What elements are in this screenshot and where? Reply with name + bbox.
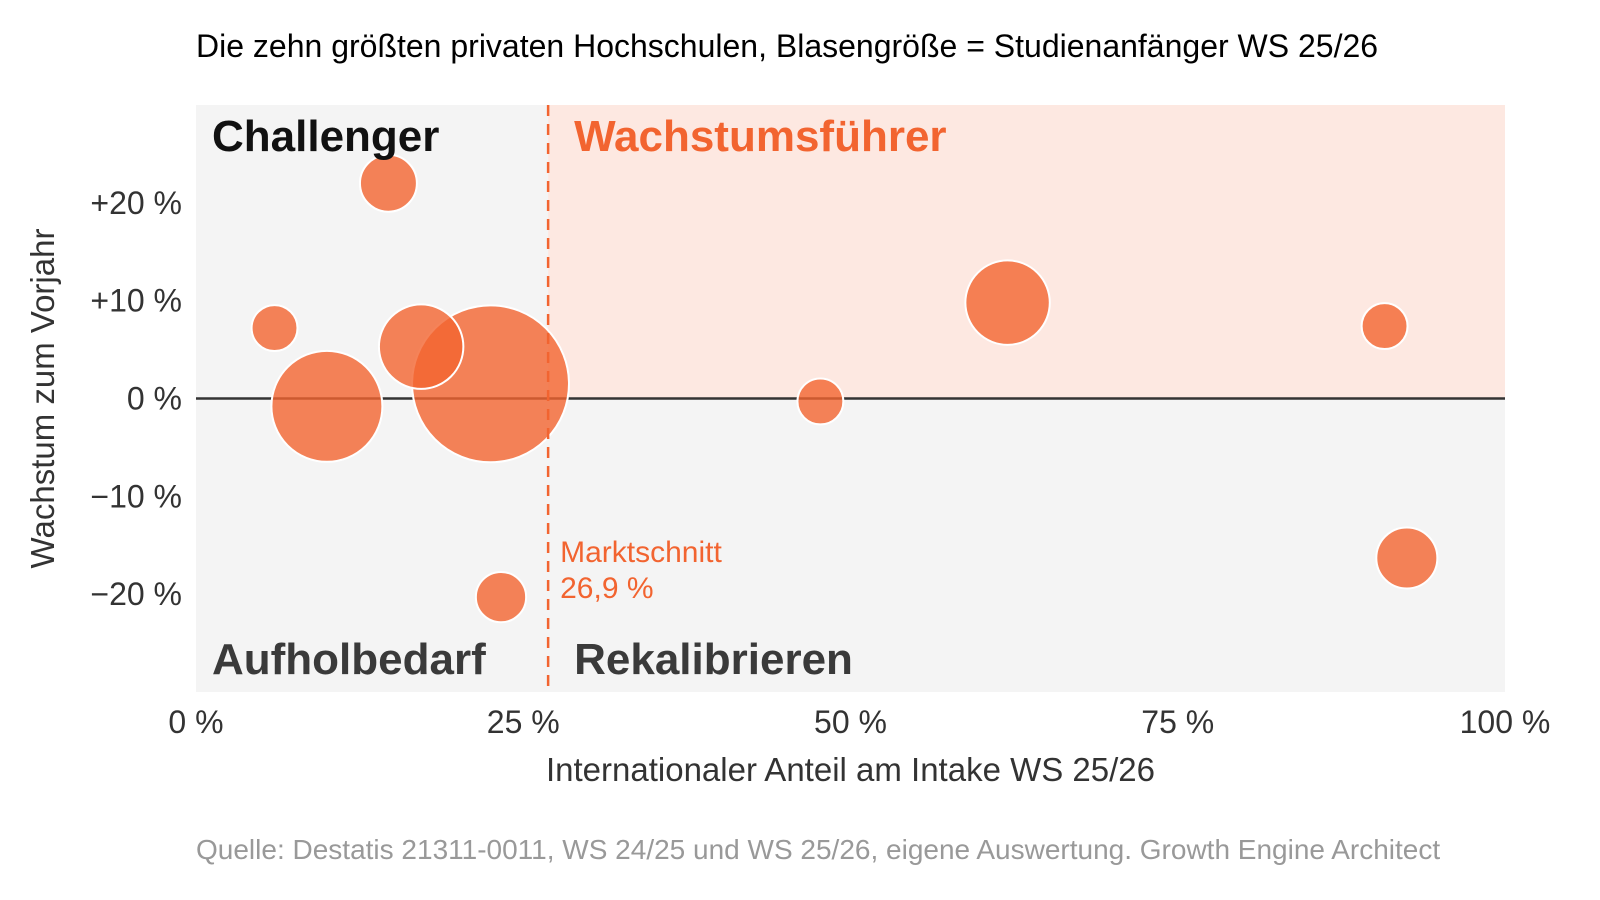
bubble <box>964 259 1051 346</box>
x-axis-ticks: 0 % 25 % 50 % 75 % 100 % <box>168 704 1550 740</box>
bubble <box>796 377 845 426</box>
y-tick-label: +10 % <box>90 283 182 319</box>
bubbles-layer <box>250 153 1439 624</box>
bubble <box>358 153 418 213</box>
bubble <box>377 303 465 390</box>
x-tick-label: 75 % <box>1141 704 1214 740</box>
x-tick-label: 100 % <box>1460 704 1551 740</box>
x-tick-label: 0 % <box>168 704 223 740</box>
bubble <box>474 570 528 624</box>
quadrant-label-wachstumsfuehrer: Wachstumsführer <box>574 112 946 161</box>
market-average-value: 26,9 % <box>560 572 653 605</box>
quadrant-label-challenger: Challenger <box>212 112 439 161</box>
quadrant-label-rekalibrieren: Rekalibrieren <box>574 635 853 684</box>
y-tick-label: 0 % <box>127 381 182 417</box>
x-tick-label: 50 % <box>814 704 887 740</box>
bubble <box>250 304 299 353</box>
chart-title: Die zehn größten privaten Hochschulen, B… <box>196 28 1378 64</box>
x-tick-label: 25 % <box>487 704 560 740</box>
y-tick-label: −20 % <box>90 576 182 612</box>
x-axis-label: Internationaler Anteil am Intake WS 25/2… <box>546 751 1155 788</box>
growth-leader-quadrant-background <box>548 105 1505 399</box>
y-axis-ticks: +20 % +10 % 0 % −10 % −20 % <box>90 185 182 612</box>
market-average-label: Marktschnitt <box>560 536 722 569</box>
y-tick-label: +20 % <box>90 185 182 221</box>
bubble <box>270 349 384 463</box>
y-tick-label: −10 % <box>90 478 182 514</box>
quadrant-label-aufholbedarf: Aufholbedarf <box>212 635 486 684</box>
y-axis-label: Wachstum zum Vorjahr <box>24 229 61 569</box>
bubble <box>1375 526 1439 590</box>
bubble <box>1360 302 1409 351</box>
source-note: Quelle: Destatis 21311-0011, WS 24/25 un… <box>196 834 1440 865</box>
